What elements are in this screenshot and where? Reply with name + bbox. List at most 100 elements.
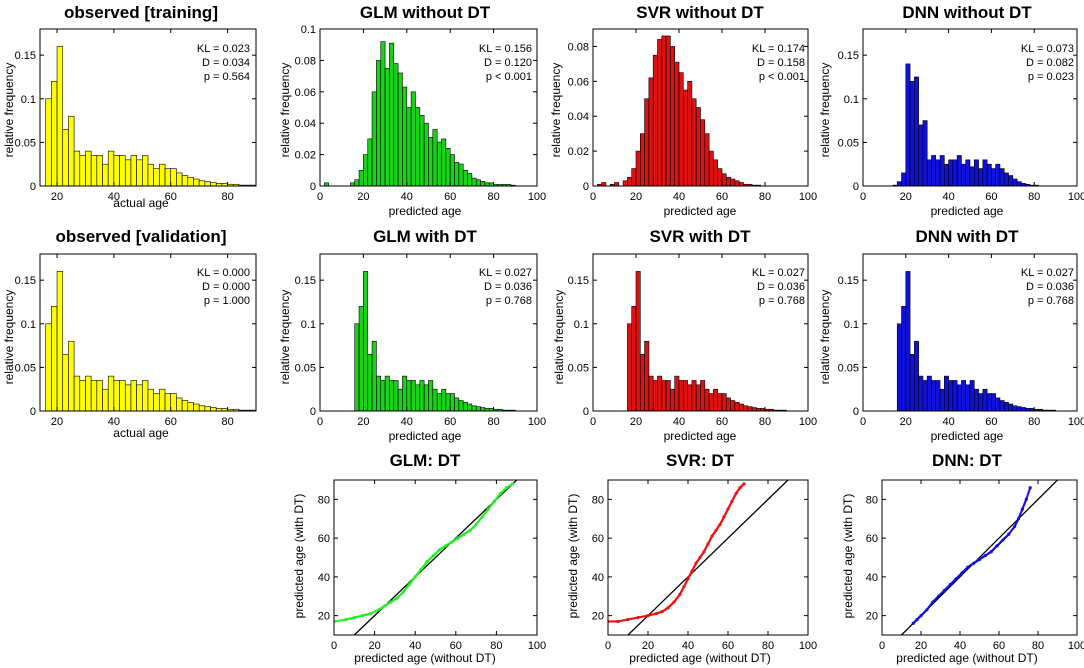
y-tick-label: 40 [866, 572, 878, 584]
y-tick-label: 0.05 [568, 362, 589, 374]
bar [363, 271, 369, 411]
title-dnn-with: DNN with DT [916, 227, 1020, 246]
x-tick-label: 60 [450, 640, 462, 652]
y-tick-label: 20 [866, 611, 878, 623]
bar [393, 380, 399, 411]
bar [1016, 406, 1022, 411]
axes-frame [592, 28, 809, 187]
x-tick-label: 80 [1032, 640, 1044, 652]
bar [354, 323, 360, 411]
x-tick-label: 80 [1028, 416, 1040, 428]
bar [164, 393, 172, 411]
bar [79, 380, 86, 411]
x-tick-label: 40 [942, 191, 954, 203]
axes-frame [862, 253, 1078, 412]
bar [743, 405, 749, 411]
xlabel-svr-dt: predicted age (without DT) [629, 651, 770, 665]
bar [384, 67, 390, 186]
bar [635, 271, 641, 411]
y-tick-label: 40 [592, 572, 604, 584]
x-tick-label: 40 [108, 416, 120, 428]
stat-kl: KL = 0.000 [197, 267, 250, 279]
bar [153, 168, 160, 186]
bar [935, 159, 941, 186]
axes-frame [592, 253, 809, 412]
bar [914, 340, 919, 411]
stat-kl: KL = 0.073 [1021, 43, 1074, 55]
stat-kl: KL = 0.156 [479, 43, 532, 55]
bar [665, 380, 671, 411]
bar [909, 354, 915, 411]
xlabel-glm-without: predicted age [389, 204, 462, 218]
y-tick-label: 60 [318, 533, 330, 545]
x-tick-label: 80 [759, 416, 771, 428]
bar [393, 63, 399, 186]
x-tick-label: 0 [331, 640, 337, 652]
ylabel-obs-train: relative frequency [2, 63, 16, 158]
bar [670, 388, 676, 411]
stat-p: p = 0.564 [204, 71, 250, 83]
bar [982, 159, 988, 186]
y-tick-label: 0.08 [568, 41, 589, 53]
bar [436, 393, 442, 411]
x-tick-label: 60 [985, 191, 997, 203]
bar [931, 155, 937, 186]
bar [944, 375, 949, 411]
bar [458, 163, 464, 186]
bar [142, 380, 149, 411]
bar [363, 154, 369, 186]
xlabel-glm-with: predicted age [389, 429, 462, 443]
bar [973, 159, 979, 186]
stats-obs-valid: KL = 0.000 D = 0.000 p = 1.000 [197, 267, 250, 307]
bar [402, 375, 408, 411]
panel-obs-train: 20 40 60 80 0 0.05 0.1 0.15 [15, 28, 257, 203]
x-tick-label: 60 [716, 191, 728, 203]
bar [107, 150, 115, 186]
bar [978, 393, 984, 411]
y-tick-label: 0 [583, 406, 589, 418]
axes-frame [319, 253, 538, 412]
bar [90, 155, 98, 186]
data-point [1026, 494, 1029, 497]
bars [892, 63, 1039, 186]
bar [436, 141, 442, 186]
bar [956, 155, 962, 186]
x-tick-label: 60 [716, 416, 728, 428]
bar [210, 407, 217, 411]
bar [1008, 403, 1014, 411]
bar [652, 380, 658, 411]
bar [136, 384, 143, 411]
x-tick-label: 60 [985, 416, 997, 428]
bar [986, 163, 992, 186]
bar [982, 388, 988, 411]
y-tick-label: 0.08 [295, 55, 316, 67]
bar [969, 380, 975, 411]
points [334, 482, 515, 624]
bar [1003, 172, 1009, 186]
bar [1012, 178, 1018, 186]
stat-kl: KL = 0.027 [1021, 267, 1074, 279]
bar [721, 173, 727, 186]
bar [62, 129, 69, 186]
bar [367, 138, 373, 186]
bar [176, 172, 183, 186]
bar [926, 159, 932, 186]
y-tick-label: 0.05 [838, 362, 859, 374]
bar [991, 393, 996, 411]
y-tick-label: 0.1 [301, 24, 316, 36]
bar [102, 163, 109, 186]
bar [948, 159, 954, 186]
bar [454, 397, 460, 411]
x-tick-label: 20 [642, 640, 654, 652]
bar [657, 375, 663, 411]
data-point [611, 620, 615, 623]
bar [102, 388, 109, 411]
bar [51, 306, 58, 411]
y-tick-label: 0.15 [295, 275, 316, 287]
xlabel-glm-dt: predicted age (without DT) [354, 651, 495, 665]
bar [371, 91, 377, 186]
bar [170, 393, 177, 411]
x-tick-label: 100 [528, 191, 546, 203]
data-point [336, 619, 340, 622]
y-tick-label: 0 [310, 181, 316, 193]
